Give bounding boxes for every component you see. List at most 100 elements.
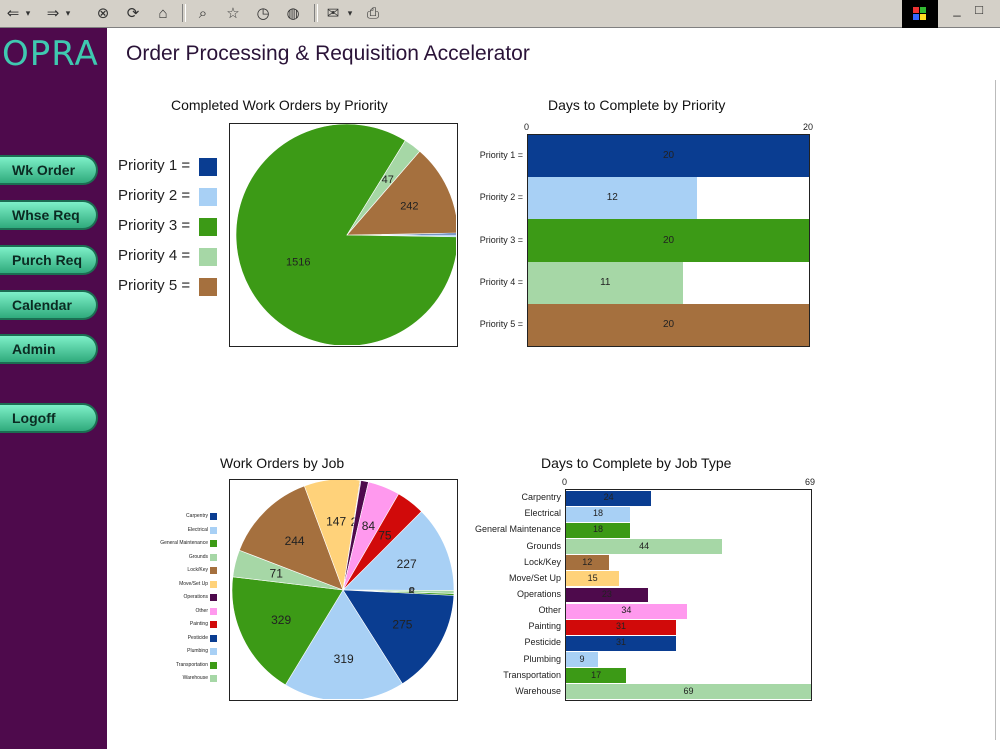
job-pie-slice-label: 147 — [326, 515, 346, 529]
job-pie-legend-label: Lock/Key — [187, 567, 208, 573]
job-pie-legend-swatch — [210, 648, 217, 655]
days-priority-title: Days to Complete by Priority — [548, 97, 726, 113]
job-bar-bar-value: 24 — [603, 492, 614, 503]
job-pie-legend-swatch — [210, 661, 217, 669]
priority-bar-category-label: Priority 4 = — [479, 276, 523, 287]
restore-button[interactable]: □ — [975, 2, 983, 17]
job-bar-tick-label: 69 — [805, 477, 816, 487]
job-bar-category-label: Transportation — [503, 669, 561, 680]
job-bar-category-label: Painting — [528, 621, 561, 632]
sidebar: OPRA — [0, 28, 107, 749]
job-pie-legend-swatch — [210, 675, 217, 682]
job-bar-bar-warehouse — [566, 684, 811, 700]
priority-bar-category-label: Priority 2 = — [479, 192, 523, 203]
priority-bar-category-label: Priority 3 = — [479, 234, 523, 245]
print-icon[interactable]: ⎙ — [366, 4, 379, 22]
job-bar-category-label: Operations — [516, 589, 561, 599]
back-dropdown-icon[interactable]: ▾ — [25, 7, 31, 18]
job-pie-slice-label: 8 — [408, 584, 415, 598]
page-scroll-edge — [995, 80, 1000, 740]
job-bar-bar-lock-key — [566, 555, 609, 571]
priority-bar-bar-priority-1 — [528, 135, 809, 178]
browser-toolbar: ⇐ ▾ ⇒ ▾ ⊗ ⟳ ⌂ ⌕ ☆ ◷ ◍ ✉ ▾ ⎙ _ □ — [0, 0, 1000, 28]
home-icon[interactable]: ⌂ — [158, 4, 168, 22]
priority-bar-tick-label: 0 — [524, 122, 530, 132]
job-bar-bar-general-maintenance — [566, 522, 630, 538]
job-bar-category-label: Warehouse — [515, 685, 561, 696]
job-pie-slice-label: 329 — [271, 613, 291, 627]
forward-arrow-icon[interactable]: ⇒ — [46, 5, 60, 22]
job-pie-slice-label: 275 — [392, 618, 412, 632]
priority-pie-legend-swatch — [199, 248, 217, 266]
job-bar-bar-painting — [566, 619, 677, 635]
priority-bar-bar-priority-5 — [528, 303, 809, 346]
search-icon[interactable]: ⌕ — [198, 4, 208, 22]
forward-dropdown-icon[interactable]: ▾ — [65, 7, 71, 18]
job-pie-legend-label: Painting — [189, 621, 208, 627]
job-bar-tick-label: 0 — [562, 477, 568, 487]
job-pie-legend-swatch — [210, 540, 217, 547]
nav-purch-req-button[interactable]: Purch Req — [0, 245, 98, 275]
refresh-icon[interactable]: ⟳ — [126, 5, 140, 22]
job-pie-slice-label: 319 — [334, 652, 354, 666]
priority-bar-bar-priority-2 — [528, 177, 697, 220]
job-pie-legend-swatch — [210, 567, 217, 574]
priority-pie-legend-swatch — [199, 278, 217, 296]
job-pie-legend-swatch — [210, 580, 217, 588]
job-pie-legend-swatch — [210, 607, 217, 615]
job-bar-bar-value: 31 — [616, 621, 627, 632]
priority-pie-legend-label: Priority 2 = — [118, 187, 191, 204]
priority-pie-slice-label: 47 — [382, 174, 394, 186]
job-pie-legend-label: Pesticide — [187, 634, 208, 641]
job-bar-bar-carpentry — [566, 490, 652, 506]
nav-calendar-button[interactable]: Calendar — [0, 290, 98, 320]
job-pie-legend-label: Warehouse — [182, 675, 208, 681]
job-pie-slice-label: 75 — [378, 528, 392, 542]
job-bar-bar-transportation — [566, 668, 627, 684]
job-pie-legend-label: Carpentry — [186, 513, 208, 519]
nav-whse-req-button[interactable]: Whse Req — [0, 200, 98, 230]
job-pie-legend-swatch — [210, 634, 217, 642]
job-bar-category-label: Plumbing — [523, 653, 561, 664]
job-pie-legend-label: Transportation — [175, 661, 208, 668]
mail-icon[interactable]: ✉ — [326, 5, 340, 22]
priority-pie-frame: 1516 47 242 — [229, 123, 459, 347]
priority-bar-frame — [527, 134, 810, 347]
job-bar-bar-value: 17 — [591, 669, 602, 680]
globe-icon[interactable]: ◍ — [286, 5, 300, 22]
nav-admin-button[interactable]: Admin — [0, 334, 98, 364]
job-pie-legend-label: Electrical — [187, 526, 208, 533]
job-bar-category-label: Other — [538, 605, 561, 616]
job-bar-bar-value: 31 — [616, 637, 627, 648]
history-icon[interactable]: ◷ — [256, 5, 270, 22]
job-bar-bar-electrical — [566, 506, 630, 522]
job-bar-bar-other — [566, 603, 687, 619]
back-arrow-icon[interactable]: ⇐ — [6, 5, 20, 22]
priority-pie-legend-label: Priority 4 = — [118, 247, 191, 264]
priority-pie-legend-label: Priority 1 = — [118, 157, 191, 174]
job-pie-legend-swatch — [210, 513, 217, 520]
job-bar-category-label: Grounds — [526, 540, 561, 551]
job-pie-legend-label: Plumbing — [187, 648, 208, 654]
job-pie-slice-label: 71 — [270, 566, 284, 580]
nav-logoff-button[interactable]: Logoff — [0, 403, 98, 433]
job-bar-bar-plumbing — [566, 652, 598, 668]
job-pie-slice-warehouse — [342, 493, 422, 591]
app-logo: OPRA — [2, 34, 99, 74]
favorites-icon[interactable]: ☆ — [226, 5, 240, 22]
priority-pie-slice-label: 1516 — [286, 256, 310, 268]
job-pie-slice-label: 5 — [408, 586, 415, 600]
page-title: Order Processing & Requisition Accelerat… — [126, 42, 530, 65]
days-job-title: Days to Complete by Job Type — [541, 455, 732, 471]
priority-pie-legend-label: Priority 5 = — [118, 277, 191, 294]
job-bar-bar-value: 15 — [587, 572, 598, 583]
stop-icon[interactable]: ⊗ — [96, 5, 110, 22]
nav-wk-order-button[interactable]: Wk Order — [0, 155, 98, 185]
job-bar-frame — [565, 489, 812, 701]
job-bar-category-label: General Maintenance — [474, 524, 561, 535]
minimize-button[interactable]: _ — [953, 2, 961, 17]
job-pie-legend-label: Operations — [183, 594, 208, 600]
priority-bar-category-label: Priority 5 = — [479, 318, 523, 329]
mail-dropdown-icon[interactable]: ▾ — [347, 7, 353, 18]
job-bar-bar-move-set-up — [566, 571, 620, 587]
